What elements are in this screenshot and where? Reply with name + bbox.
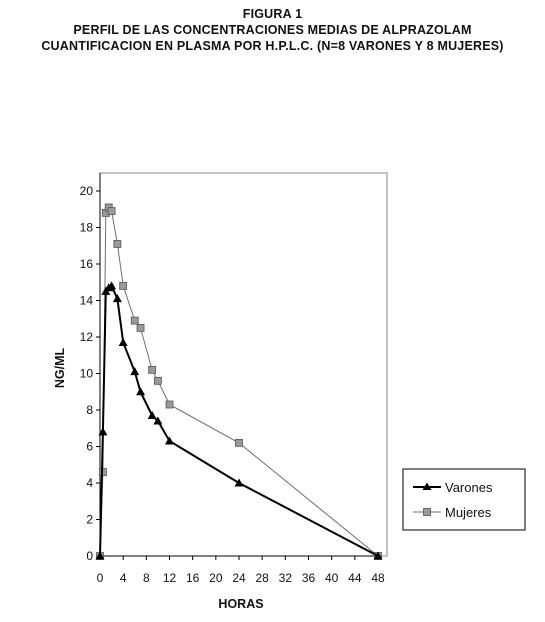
x-tick-label: 4	[120, 571, 127, 585]
y-tick-label: 16	[80, 257, 94, 271]
data-point-mujeres	[154, 376, 162, 385]
x-tick-label: 28	[255, 571, 269, 585]
x-tick-label: 16	[186, 571, 200, 585]
x-axis-ticks: 0 4 8 12 16 20 24 28 32 36 40 44 48	[97, 556, 385, 585]
figure-titles: FIGURA 1 PERFIL DE LAS CONCENTRACIONES M…	[0, 6, 545, 54]
legend-marker-varones	[422, 482, 432, 490]
data-point-mujeres	[130, 316, 139, 325]
data-point-varones	[130, 367, 140, 376]
y-tick-label: 8	[86, 403, 93, 417]
y-tick-label: 10	[80, 367, 94, 381]
x-tick-label: 36	[302, 571, 316, 585]
data-point-mujeres	[136, 323, 145, 332]
x-tick-label: 0	[97, 571, 104, 585]
y-tick-label: 12	[80, 330, 94, 344]
data-point-varones	[107, 281, 117, 290]
y-tick-label: 4	[86, 476, 93, 490]
legend-label-mujeres: Mujeres	[445, 505, 492, 520]
legend-box	[402, 468, 526, 531]
data-point-varones	[234, 478, 244, 487]
data-point-varones	[98, 427, 108, 436]
y-tick-label: 0	[86, 549, 93, 563]
x-tick-label: 40	[325, 571, 339, 585]
legend-label-varones: Varones	[445, 480, 493, 495]
x-tick-label: 44	[348, 571, 362, 585]
data-point-varones	[373, 551, 383, 560]
data-point-varones	[118, 337, 128, 346]
x-tick-label: 32	[279, 571, 293, 585]
data-point-varones	[153, 416, 163, 425]
y-tick-label: 18	[80, 221, 94, 235]
figure-subtitle: CUANTIFICACION EN PLASMA POR H.P.L.C. (N…	[41, 39, 504, 53]
y-tick-label: 2	[86, 513, 93, 527]
y-tick-label: 20	[80, 184, 94, 198]
x-tick-label: 48	[371, 571, 385, 585]
x-tick-label: 8	[143, 571, 150, 585]
figure-number: FIGURA 1	[242, 7, 303, 21]
x-tick-label: 12	[163, 571, 177, 585]
y-tick-label: 6	[86, 440, 93, 454]
data-point-mujeres	[148, 365, 157, 374]
figure-title: PERFIL DE LAS CONCENTRACIONES MEDIAS DE …	[73, 23, 472, 37]
data-point-varones	[136, 387, 146, 396]
legend-marker-mujeres	[423, 508, 431, 516]
data-point-mujeres	[119, 281, 128, 290]
y-tick-label: 14	[80, 294, 94, 308]
plot-area	[99, 172, 388, 557]
data-point-mujeres	[165, 400, 174, 409]
data-point-mujeres	[235, 438, 243, 447]
x-tick-label: 20	[209, 571, 223, 585]
y-axis-title: NG/ML	[53, 348, 67, 389]
data-point-varones	[95, 551, 105, 560]
series-layer	[95, 203, 383, 560]
data-point-varones	[112, 294, 122, 303]
legend: Varones Mujeres	[402, 468, 526, 531]
x-axis-title: HORAS	[218, 597, 263, 611]
y-axis-ticks: 0 2 4 6 8 10 12 14 16 18 20	[80, 184, 100, 563]
x-tick-label: 24	[232, 571, 246, 585]
data-point-mujeres	[107, 207, 116, 215]
data-point-varones	[165, 436, 174, 445]
data-point-varones	[147, 410, 157, 419]
data-point-mujeres	[113, 240, 122, 248]
